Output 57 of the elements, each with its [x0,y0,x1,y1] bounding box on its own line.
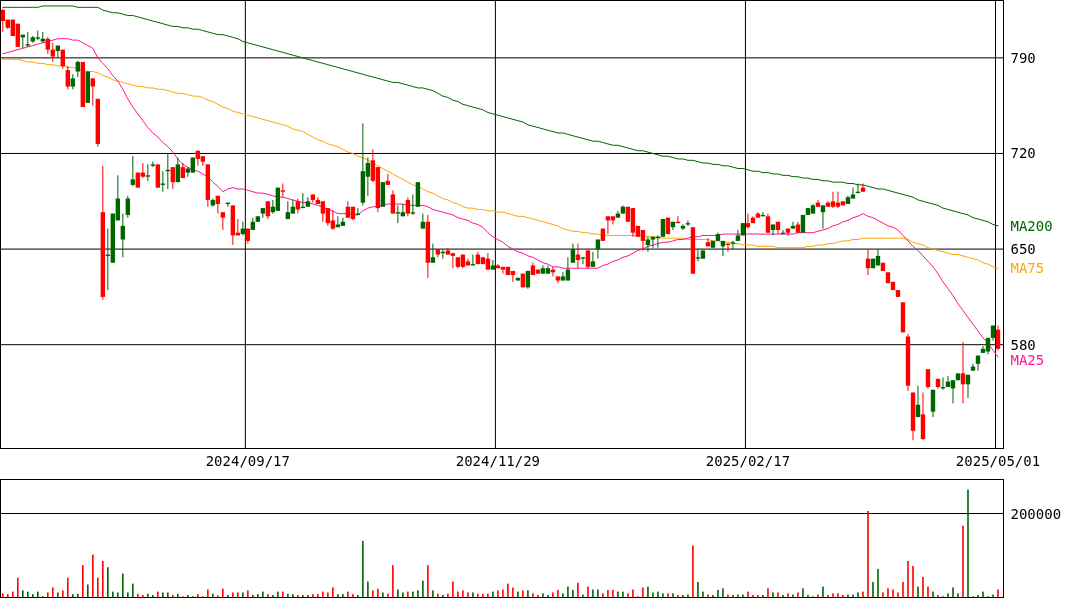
candlestick [330,210,336,231]
y-tick-label: 720 [1010,145,1036,162]
series-label: MA25 [1010,351,1045,368]
y-tick-label: 790 [1010,49,1036,66]
candlestick [170,166,176,190]
y-tick-label: 200000 [1010,505,1062,522]
x-tick-label: 2025/05/01 [955,452,1041,469]
candlestick [995,325,1001,351]
candlestick [500,266,506,275]
candlestick [390,189,396,215]
candlestick [650,236,656,249]
x-tick-label: 2024/09/17 [205,452,290,469]
candlestick [580,256,586,265]
y-tick-label: 650 [1010,241,1036,258]
candlestick [175,157,181,183]
x-tick-label: 2025/02/17 [705,452,791,469]
candlestick [790,221,796,230]
candlestick [65,65,71,90]
candlestick [960,341,966,404]
candlestick [320,200,326,223]
candlestick [765,213,771,234]
x-tick-label: 2024/11/29 [455,452,541,469]
y-tick-label: 580 [1010,336,1036,353]
candlestick [145,163,151,182]
line-series [2,5,999,227]
line-series [2,58,999,269]
candlestick [565,256,571,281]
candlestick [730,240,736,250]
candlestick [820,204,826,230]
candlestick [290,199,296,215]
candlestick [130,155,136,187]
candlestick [930,389,936,418]
candlestick [490,259,496,271]
candlestick [430,243,436,264]
candlestick [285,200,291,220]
candlestick [405,196,411,217]
candlestick [685,219,691,227]
candlestick [560,271,566,281]
candlestick [695,248,701,262]
candlestick [280,183,286,198]
line-series [2,38,999,358]
candlestick [925,368,931,389]
candlestick [120,213,126,258]
candlestick [830,191,836,209]
candlestick [90,77,96,107]
series-label: MA200 [1010,217,1053,234]
candlestick [420,213,426,230]
candlestick [735,229,741,242]
candlestick [590,251,596,268]
candlestick [570,243,576,264]
candlestick [155,163,161,189]
candlestick [50,42,56,63]
series-label: MA75 [1010,260,1045,277]
candlestick [410,193,416,216]
candlestick [395,204,401,224]
candlestick [450,252,456,269]
candlestick [850,187,856,200]
